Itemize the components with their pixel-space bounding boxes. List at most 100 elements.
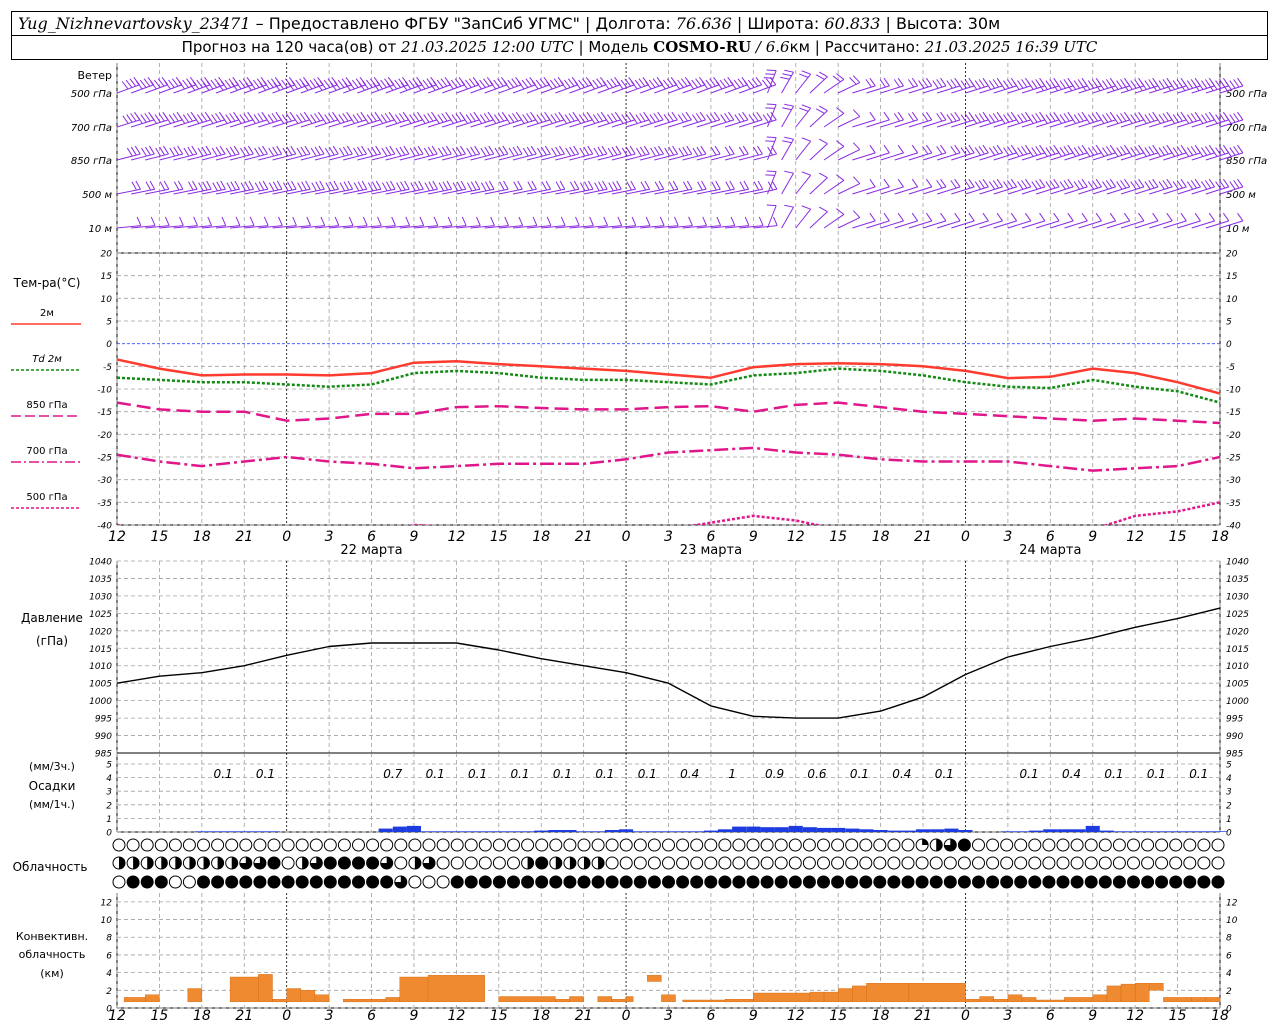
cloud-circle [676,875,690,889]
wind-barb-shaft [399,84,423,94]
wind-barb-shaft [1007,85,1031,94]
wind-barb-shaft [866,152,890,161]
cloud-circle [267,856,281,870]
time-axis-bottom-label: 0 [622,1008,631,1024]
time-axis-bottom-label: 9 [1088,1008,1097,1024]
wind-barb-feather [362,216,368,226]
wind-barb-feather [1087,114,1095,123]
precip-bar [774,827,789,832]
cloud-symbol [126,838,140,852]
wind-barb-feather [1091,146,1099,155]
cloud-symbol [718,838,732,852]
wind-barb-feather [978,146,985,155]
wind-barb [1177,77,1201,94]
wind-barb [597,180,622,195]
wind-barb-feather [531,180,537,190]
wind-barb-feather [666,78,674,87]
wind-barb-feather [954,178,961,188]
wind-barb-feather [489,180,495,190]
precip-bar [491,831,506,832]
wind-barb-shaft [1219,85,1244,94]
wind-barb [1191,212,1216,229]
cloud-circle [563,838,577,852]
wind-barb-shaft [569,188,594,195]
wind-barb-shaft [300,153,325,161]
wind-barb [371,216,396,229]
cloud-symbol [647,838,661,852]
wind-barb-feather [188,181,194,191]
cloud-three-quarters [422,857,435,870]
wind-barb-feather [286,146,293,156]
precip-3h-label: 0.4 [1062,767,1081,781]
wind-barb-shaft [541,84,564,94]
wind-barb [215,180,240,195]
wind-barb-feather [625,113,632,122]
wind-level-label: 500 м [82,190,112,201]
wind-barb-shaft [1036,152,1060,161]
temp-tick-label-right: -5 [1226,363,1235,373]
wind-barb-feather [144,113,151,122]
wind-barb-feather [671,111,678,121]
wind-barb-feather [1179,82,1186,92]
wind-barb [484,216,510,229]
wind-barb [526,145,551,161]
cloud-circle [366,856,380,870]
wind-barb-shaft [1106,220,1130,229]
wind-barb-feather [257,113,264,122]
cloud-symbol [887,838,901,852]
wind-barb-shaft [908,85,932,94]
wind-barb-shaft [399,119,423,128]
conv-unit: (км) [40,967,64,980]
wind-barb-feather [1194,178,1201,188]
wind-barb-shaft [1149,85,1173,94]
wind-barb-feather [1204,146,1212,155]
wind-barb-feather [1059,80,1066,89]
wind-barb-feather [663,79,670,88]
cloud-circle [1127,875,1140,889]
wind-barb-feather [254,147,261,157]
cloud-symbol [704,856,718,870]
cloud-symbol [957,875,971,889]
wind-barb-shaft [230,188,254,195]
wind-barb [852,212,876,229]
wind-barb [724,76,749,94]
cloud-circle [323,856,337,870]
wind-barb-shaft [866,119,890,128]
cloud-symbol [943,875,957,889]
wind-level-label-right: 700 гПа [1226,123,1267,134]
wind-barb-feather [1229,181,1236,190]
wind-barb-feather [259,82,267,91]
wind-barb-feather [235,115,242,124]
cloud-circle [281,838,295,852]
cloud-circle [126,838,140,852]
wind-barb-feather [155,147,162,157]
wind-barb-shaft [1078,119,1102,128]
wind-barb-shaft [201,119,225,128]
cloud-symbol [337,838,351,852]
cloud-symbol [323,838,337,852]
wind-barb-feather [836,107,845,114]
temp-tick-label: -25 [97,454,112,464]
wind-barb-shaft [1205,186,1229,195]
wind-barb-shaft [753,84,777,94]
cloud-three-quarters [253,857,266,870]
wind-barb-shaft [951,152,975,161]
wind-barb-shaft [823,79,845,94]
wind-barb [526,180,552,195]
conv-tick-label: 10 [101,916,113,926]
wind-barb-feather [1035,113,1042,122]
wind-barb-feather [815,108,825,114]
wind-barb [385,76,409,94]
wind-barb-feather [926,77,933,87]
wind-barb-feather [974,114,982,123]
wind-barb-shaft [215,188,240,195]
wind-barb-feather [733,79,741,88]
cloud-circle [647,875,661,889]
wind-barb-feather [258,181,265,191]
wind-barb-shaft [541,188,565,195]
wind-barb [710,216,736,229]
wind-barb-feather [992,180,1000,189]
wind-barb-feather [782,140,792,144]
convective-bar [1064,997,1093,1003]
wind-barb-feather [1201,147,1208,156]
